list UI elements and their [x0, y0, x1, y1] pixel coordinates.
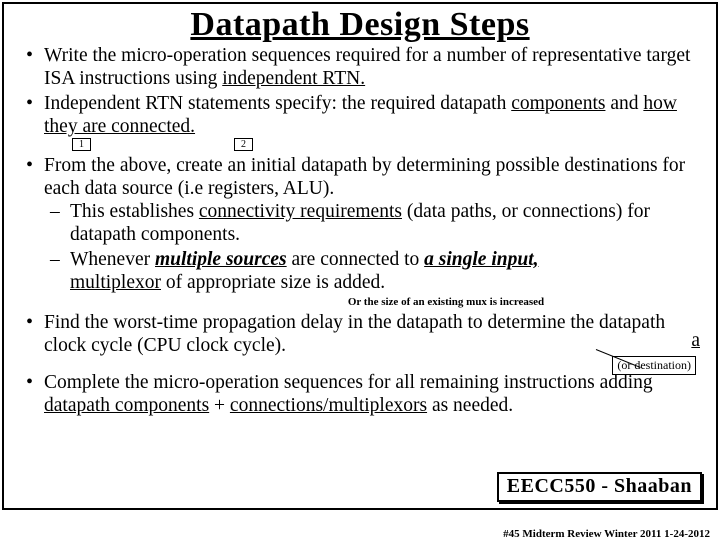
bullet-5: Complete the micro-operation sequences f… — [44, 371, 698, 417]
slide-frame: Datapath Design Steps Write the micro-op… — [2, 2, 718, 510]
s2b: multiple sources — [155, 249, 287, 270]
small-note: Or the size of an existing mux is increa… — [194, 296, 698, 309]
s2e: multiplexor — [70, 272, 161, 293]
bullet-list: Write the micro-operation sequences requ… — [26, 44, 698, 417]
sub-1: This establishes connectivity requiremen… — [70, 200, 698, 246]
b2-text-c: and — [605, 93, 643, 114]
bullet-3: From the above, create an initial datapa… — [44, 154, 698, 309]
slide-title: Datapath Design Steps — [4, 4, 716, 44]
bullet-2: Independent RTN statements specify: the … — [44, 92, 698, 152]
bullet-1: Write the micro-operation sequences requ… — [44, 44, 698, 90]
b5b: datapath components — [44, 395, 209, 416]
s2d: a single input, — [424, 249, 538, 270]
b1-text-a: Write the micro-operation sequences requ… — [44, 45, 690, 89]
sub-list: This establishes connectivity requiremen… — [44, 200, 698, 294]
b5a: Complete the micro-operation sequences f… — [44, 372, 653, 393]
or-destination-box: (or destination) — [612, 356, 696, 375]
numbox-row: 1 2 — [44, 138, 698, 152]
b3-text: From the above, create an initial datapa… — [44, 155, 685, 199]
numbox-2: 2 — [234, 138, 253, 151]
b5d: connections/multiplexors — [230, 395, 427, 416]
b4-text: Find the worst-time propagation delay in… — [44, 312, 665, 356]
slide-content: Write the micro-operation sequences requ… — [4, 44, 716, 417]
a-letter: a — [691, 330, 700, 352]
s2c: are connected to — [287, 249, 425, 270]
footer-text: #45 Midterm Review Winter 2011 1-24-2012 — [503, 528, 710, 540]
s2f: of appropriate size is added. — [161, 272, 385, 293]
b1-text-b: independent RTN. — [222, 68, 365, 89]
sub-2: Whenever multiple sources are connected … — [70, 248, 698, 294]
course-box: EECC550 - Shaaban — [497, 472, 702, 502]
b5e: as needed. — [427, 395, 513, 416]
b2-text-b: components — [511, 93, 605, 114]
b2-text-a: Independent RTN statements specify: the … — [44, 93, 511, 114]
s1b: connectivity requirements — [199, 201, 402, 222]
numbox-1: 1 — [72, 138, 91, 151]
s2a: Whenever — [70, 249, 155, 270]
b5c: + — [209, 395, 230, 416]
s1a: This establishes — [70, 201, 199, 222]
